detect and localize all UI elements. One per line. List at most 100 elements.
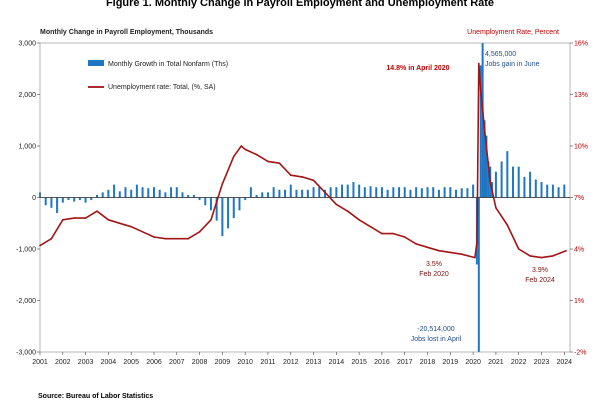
payroll-bar [380,187,383,198]
legend-label-payroll: Monthly Growth in Total Nonfarm (Ths) [108,61,228,68]
x-tick-label: 2015 [351,359,367,366]
payroll-bar [449,187,452,198]
payroll-bar [118,191,121,198]
x-tick-label: 2013 [306,359,322,366]
payroll-bar [477,197,480,352]
right-tick-label: 10% [574,144,588,151]
payroll-bar [50,197,53,208]
x-tick-label: 2024 [557,359,573,366]
annotation-feb2024-rate: 3.9% [532,267,548,274]
payroll-bar [61,197,64,203]
unemployment-rate-point [244,148,246,151]
payroll-bar [90,197,93,201]
unemployment-rate-point [476,241,478,243]
payroll-bar [67,197,70,201]
unemployment-rate-point [335,203,338,206]
payroll-bar [483,120,486,198]
payroll-bar [124,187,127,198]
unemployment-rate-point [392,232,395,235]
x-tick-label: 2018 [420,359,436,366]
left-tick-label: -2,000 [16,298,36,305]
payroll-bar [540,182,543,198]
legend-label-unemployment: Unemployment rate: Total, (%, SA) [108,84,216,91]
payroll-bar [249,187,252,198]
unemployment-rate-point [381,232,383,235]
x-tick-label: 2014 [329,359,345,366]
unemployment-rate-point [346,210,349,213]
payroll-bar [192,194,195,198]
payroll-bar [529,171,532,198]
payroll-bar [500,161,503,198]
unemployment-rate-point [210,219,212,221]
right-tick-label: -2% [574,350,586,357]
payroll-bar [84,197,87,203]
x-tick-label: 2023 [534,359,550,366]
annotation-june-gain-label: Jobs gain in June [485,61,540,68]
payroll-bar [147,188,150,198]
payroll-bar [557,187,560,198]
unemployment-rate-point [164,237,167,240]
payroll-bar [481,43,484,198]
payroll-bar [198,197,201,201]
source-note: Source: Bureau of Labor Statistics [38,393,153,400]
unemployment-rate-point [130,225,132,228]
payroll-bar [141,187,144,198]
payroll-bar [335,187,338,198]
left-tick-label: -3,000 [16,350,36,357]
annotation-april-loss: -20,514,000 [417,326,454,333]
unemployment-rate-point [324,191,326,194]
annotation-june-gain: 4,565,000 [485,51,516,58]
payroll-bar [175,187,178,198]
x-tick-label: 2017 [397,359,413,366]
x-tick-label: 2019 [443,359,459,366]
payroll-bar [512,166,515,198]
payroll-bar [181,192,184,198]
unemployment-rate-point [96,210,98,213]
left-tick-label: 3,000 [18,41,36,48]
unemployment-rate-point [358,219,360,221]
unemployment-rate-point [312,179,315,182]
payroll-bar [170,187,173,198]
payroll-bar [295,189,298,198]
unemployment-rate-point [495,207,497,209]
payroll-bar [551,184,554,198]
unemployment-rate-point [267,160,269,163]
payroll-bar [158,189,161,198]
payroll-bar [238,197,241,211]
unemployment-rate-point [438,249,440,252]
payroll-bar [460,188,463,198]
unemployment-rate-point [221,182,224,185]
payroll-bar [312,187,315,198]
legend-swatch-payroll [88,60,104,66]
payroll-bar [244,197,247,201]
payroll-bar [209,197,212,211]
unemployment-rate-point [474,256,476,259]
x-tick-label: 2004 [101,359,117,366]
payroll-bar [113,184,116,198]
payroll-bar [95,194,98,198]
payroll-bar [487,161,490,198]
unemployment-rate-point [73,217,75,219]
right-axis-label: Unemployment Rate, Percent [467,29,559,36]
unemployment-rate-point [449,251,452,254]
payroll-bar [432,187,435,198]
x-tick-label: 2021 [488,359,504,366]
payroll-bar [152,187,155,198]
x-tick-label: 2002 [55,359,71,366]
payroll-bar [341,184,344,198]
payroll-bar [392,187,395,198]
payroll-bar [375,187,378,198]
legend: Monthly Growth in Total Nonfarm (Ths) Une… [88,60,228,91]
unemployment-rate-point [415,243,417,245]
payroll-bar [329,187,332,198]
unemployment-rate-point [483,128,486,130]
annotations: 14.8% in April 2020 4,565,000 Jobs gain in… [386,51,554,343]
payroll-bar [187,194,190,198]
x-tick-label: 2006 [146,359,162,366]
unemployment-rate-point [240,145,243,147]
payroll-bar [472,184,475,198]
unemployment-rate-point [540,256,543,259]
payroll-bar [227,197,230,229]
